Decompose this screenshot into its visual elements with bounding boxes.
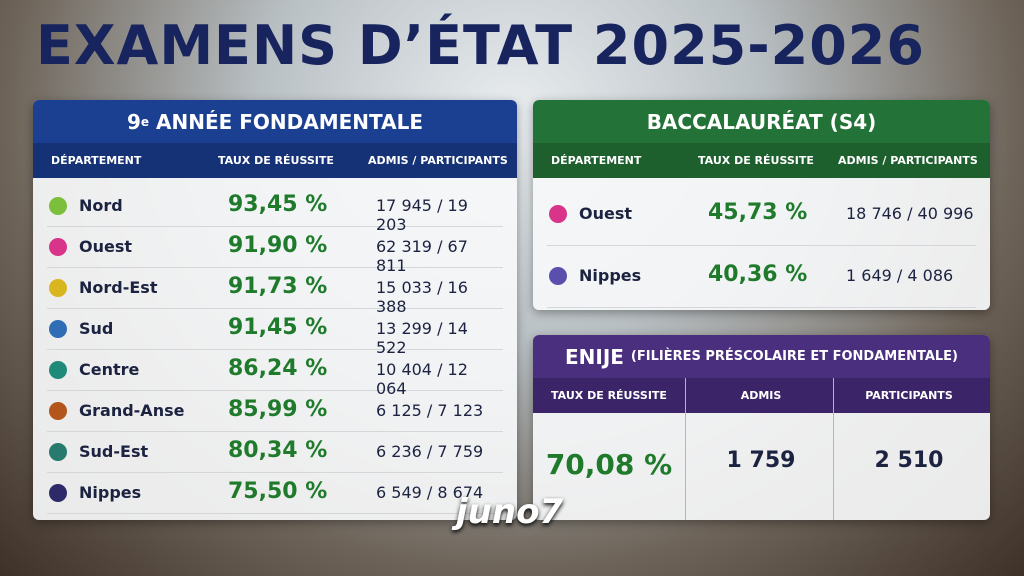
- enije-value: 2 510: [874, 448, 944, 473]
- department: Nord-Est: [79, 277, 158, 297]
- admitted: 6 549 / 8 674: [376, 482, 484, 502]
- table-row: Nippes 75,50 % 6 549 / 8 674: [47, 472, 503, 514]
- panel-header: ENIJE (FILIÈRES PRÉSCOLAIRE ET FONDAMENT…: [533, 335, 990, 378]
- column-header: DÉPARTEMENT: [551, 154, 642, 167]
- panel-header: BACCALAURÉAT (S4): [533, 100, 990, 143]
- department: Ouest: [79, 236, 133, 256]
- legend-dot: [549, 205, 567, 223]
- admitted: 6 125 / 7 123: [376, 400, 484, 420]
- title: EXAMENS D’ÉTAT 2025-2026: [36, 14, 925, 77]
- admitted: 18 746 / 40 996: [846, 204, 974, 223]
- enije-value: 1 759: [726, 448, 796, 473]
- legend-dot: [549, 267, 567, 285]
- column-headers: TAUX DE RÉUSSITE ADMIS PARTICIPANTS: [533, 378, 990, 413]
- table-row: Nord 93,45 % 17 945 / 19 203: [47, 185, 503, 234]
- table-row: Nippes 40,36 % 1 649 / 4 086: [547, 245, 976, 308]
- title-number: 9: [126, 109, 141, 134]
- logo: juno7: [456, 492, 564, 532]
- department: Grand-Anse: [79, 400, 185, 420]
- admitted: 6 236 / 7 759: [376, 441, 484, 461]
- rate: 45,73 %: [708, 200, 808, 225]
- column-header: TAUX DE RÉUSSITE: [218, 154, 334, 167]
- column-headers: DÉPARTEMENT TAUX DE RÉUSSITE ADMIS / PARTI…: [533, 143, 990, 178]
- rate: 80,34 %: [228, 437, 328, 463]
- legend-dot: [49, 442, 67, 461]
- title-rest: ANNÉE FONDAMENTALE: [156, 109, 424, 134]
- legend-dot: [49, 483, 67, 502]
- enije-panel: ENIJE (FILIÈRES PRÉSCOLAIRE ET FONDAMENT…: [533, 335, 990, 520]
- column-header: ADMIS / PARTICIPANTS: [368, 154, 508, 167]
- table-row: Ouest 91,90 % 62 319 / 67 811: [47, 226, 503, 275]
- rate: 91,45 %: [228, 314, 328, 340]
- table-row: Sud-Est 80,34 % 6 236 / 7 759: [47, 431, 503, 473]
- admitted: 10 404 / 12 064: [376, 359, 468, 398]
- legend-dot: [49, 360, 67, 379]
- department: Sud: [79, 318, 114, 338]
- department: Sud-Est: [79, 441, 149, 461]
- table-row: Grand-Anse 85,99 % 6 125 / 7 123: [47, 390, 503, 432]
- admitted: 17 945 / 19 203: [376, 195, 468, 234]
- column-header: TAUX DE RÉUSSITE: [551, 389, 667, 402]
- column-header: TAUX DE RÉUSSITE: [698, 154, 814, 167]
- department: Centre: [79, 359, 140, 379]
- admitted: 15 033 / 16 388: [376, 277, 468, 316]
- department: Ouest: [579, 204, 633, 223]
- admitted: 1 649 / 4 086: [846, 266, 954, 285]
- title-sup: e: [140, 114, 150, 129]
- admitted: 13 299 / 14 522: [376, 318, 468, 357]
- column-header: PARTICIPANTS: [865, 389, 953, 402]
- rate: 86,24 %: [228, 355, 328, 381]
- rate: 91,73 %: [228, 273, 328, 299]
- department: Nippes: [579, 266, 642, 285]
- admitted: 62 319 / 67 811: [376, 236, 468, 275]
- table-row: Nord-Est 91,73 % 15 033 / 16 388: [47, 267, 503, 316]
- bac-panel: BACCALAURÉAT (S4) DÉPARTEMENT TAUX DE RÉU…: [533, 100, 990, 310]
- legend-dot: [49, 401, 67, 420]
- table-row: Sud 91,45 % 13 299 / 14 522: [47, 308, 503, 357]
- column-headers: DÉPARTEMENT TAUX DE RÉUSSITE ADMIS / PARTI…: [33, 143, 517, 178]
- table-row: Ouest 45,73 % 18 746 / 40 996: [547, 183, 976, 246]
- column-header: ADMIS: [740, 389, 782, 402]
- enije-value: 70,08 %: [545, 448, 673, 481]
- legend-dot: [49, 196, 67, 215]
- department: Nippes: [79, 482, 142, 502]
- table-row: Centre 86,24 % 10 404 / 12 064: [47, 349, 503, 398]
- divider: [685, 378, 686, 520]
- legend-dot: [49, 278, 67, 297]
- column-header: DÉPARTEMENT: [51, 154, 142, 167]
- department: Nord: [79, 195, 123, 215]
- legend-dot: [49, 319, 67, 338]
- rate: 75,50 %: [228, 478, 328, 504]
- divider: [833, 378, 834, 520]
- enije-subtitle: (FILIÈRES PRÉSCOLAIRE ET FONDAMENTALE): [630, 349, 958, 364]
- column-header: ADMIS / PARTICIPANTS: [838, 154, 978, 167]
- rate: 40,36 %: [708, 262, 808, 287]
- rate: 91,90 %: [228, 232, 328, 258]
- rate: 85,99 %: [228, 396, 328, 422]
- enije-title: ENIJE: [565, 344, 624, 369]
- rate: 93,45 %: [228, 191, 328, 217]
- legend-dot: [49, 237, 67, 256]
